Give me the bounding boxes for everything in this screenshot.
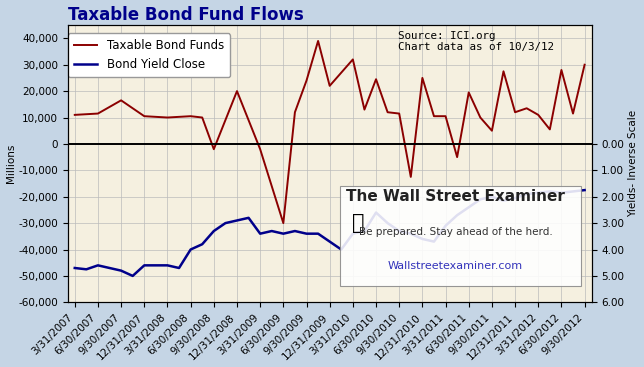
Y-axis label: Yields- Inverse Scale: Yields- Inverse Scale xyxy=(629,110,638,217)
Bond Yield Close xyxy=(430,239,438,244)
Taxable Bond Funds xyxy=(291,110,299,115)
Taxable Bond Funds xyxy=(279,221,287,225)
Legend: Taxable Bond Funds, Bond Yield Close: Taxable Bond Funds, Bond Yield Close xyxy=(68,33,230,77)
Taxable Bond Funds xyxy=(303,78,310,83)
Bond Yield Close xyxy=(140,263,148,268)
Bond Yield Close xyxy=(291,229,299,233)
Taxable Bond Funds xyxy=(198,115,206,120)
Bond Yield Close xyxy=(326,239,334,244)
Taxable Bond Funds xyxy=(523,106,531,110)
Text: Be prepared. Stay ahead of the herd.: Be prepared. Stay ahead of the herd. xyxy=(359,227,553,237)
Bond Yield Close xyxy=(349,232,357,236)
Taxable Bond Funds xyxy=(407,175,415,179)
Text: The Wall Street Examiner: The Wall Street Examiner xyxy=(346,189,565,204)
Bond Yield Close xyxy=(558,190,565,195)
Bond Yield Close xyxy=(569,189,577,194)
Taxable Bond Funds xyxy=(430,114,438,119)
Bond Yield Close xyxy=(337,247,345,252)
Bond Yield Close xyxy=(82,267,90,272)
Bond Yield Close xyxy=(268,229,276,233)
Bond Yield Close xyxy=(233,218,241,223)
Taxable Bond Funds xyxy=(465,90,473,95)
Text: Wallstreetexaminer.com: Wallstreetexaminer.com xyxy=(388,261,523,271)
Taxable Bond Funds xyxy=(361,108,368,112)
Taxable Bond Funds xyxy=(117,98,125,102)
FancyBboxPatch shape xyxy=(340,186,581,286)
Bond Yield Close xyxy=(279,232,287,236)
Bond Yield Close xyxy=(361,229,368,233)
Taxable Bond Funds xyxy=(546,127,554,132)
Taxable Bond Funds xyxy=(256,147,264,152)
Bond Yield Close xyxy=(395,229,403,233)
Taxable Bond Funds xyxy=(210,147,218,152)
Bond Yield Close xyxy=(187,247,194,252)
Taxable Bond Funds xyxy=(314,39,322,43)
Taxable Bond Funds xyxy=(569,111,577,116)
Bond Yield Close xyxy=(442,224,450,228)
Text: 🔍: 🔍 xyxy=(352,213,365,233)
Taxable Bond Funds xyxy=(326,84,334,88)
Taxable Bond Funds xyxy=(581,62,589,67)
Bond Yield Close xyxy=(245,216,252,220)
Bond Yield Close xyxy=(372,210,380,215)
Bond Yield Close xyxy=(500,199,507,203)
Bond Yield Close xyxy=(256,232,264,236)
Taxable Bond Funds xyxy=(442,114,450,119)
Text: Source: ICI.org
Chart data as of 10/3/12: Source: ICI.org Chart data as of 10/3/12 xyxy=(398,31,554,52)
Bond Yield Close xyxy=(94,263,102,268)
Bond Yield Close xyxy=(581,188,589,192)
Bond Yield Close xyxy=(465,205,473,210)
Bond Yield Close xyxy=(384,221,392,225)
Bond Yield Close xyxy=(129,274,137,278)
Bond Yield Close xyxy=(535,190,542,195)
Line: Bond Yield Close: Bond Yield Close xyxy=(75,190,585,276)
Bond Yield Close xyxy=(477,197,484,201)
Taxable Bond Funds xyxy=(372,77,380,81)
Bond Yield Close xyxy=(407,232,415,236)
Taxable Bond Funds xyxy=(511,110,519,115)
Taxable Bond Funds xyxy=(453,155,461,159)
Taxable Bond Funds xyxy=(419,76,426,80)
Taxable Bond Funds xyxy=(558,68,565,72)
Bond Yield Close xyxy=(488,195,496,199)
Bond Yield Close xyxy=(210,229,218,233)
Bond Yield Close xyxy=(71,266,79,270)
Bond Yield Close xyxy=(175,266,183,270)
Bond Yield Close xyxy=(303,232,310,236)
Taxable Bond Funds xyxy=(94,111,102,116)
Bond Yield Close xyxy=(453,213,461,217)
Line: Taxable Bond Funds: Taxable Bond Funds xyxy=(75,41,585,223)
Bond Yield Close xyxy=(106,266,113,270)
Bond Yield Close xyxy=(117,268,125,273)
Text: Taxable Bond Fund Flows: Taxable Bond Fund Flows xyxy=(68,6,303,23)
Bond Yield Close xyxy=(152,263,160,268)
Taxable Bond Funds xyxy=(140,114,148,119)
Taxable Bond Funds xyxy=(535,113,542,117)
Taxable Bond Funds xyxy=(233,89,241,93)
Bond Yield Close xyxy=(419,237,426,241)
Bond Yield Close xyxy=(314,232,322,236)
Bond Yield Close xyxy=(523,192,531,196)
Taxable Bond Funds xyxy=(384,110,392,115)
Taxable Bond Funds xyxy=(349,57,357,62)
Taxable Bond Funds xyxy=(71,113,79,117)
Taxable Bond Funds xyxy=(164,115,171,120)
Taxable Bond Funds xyxy=(500,69,507,73)
Bond Yield Close xyxy=(511,196,519,200)
Bond Yield Close xyxy=(198,242,206,246)
Y-axis label: Millions: Millions xyxy=(6,144,15,184)
Bond Yield Close xyxy=(222,221,229,225)
Bond Yield Close xyxy=(164,263,171,268)
Bond Yield Close xyxy=(546,189,554,194)
Taxable Bond Funds xyxy=(395,111,403,116)
Taxable Bond Funds xyxy=(488,128,496,133)
Taxable Bond Funds xyxy=(187,114,194,119)
Taxable Bond Funds xyxy=(477,115,484,120)
